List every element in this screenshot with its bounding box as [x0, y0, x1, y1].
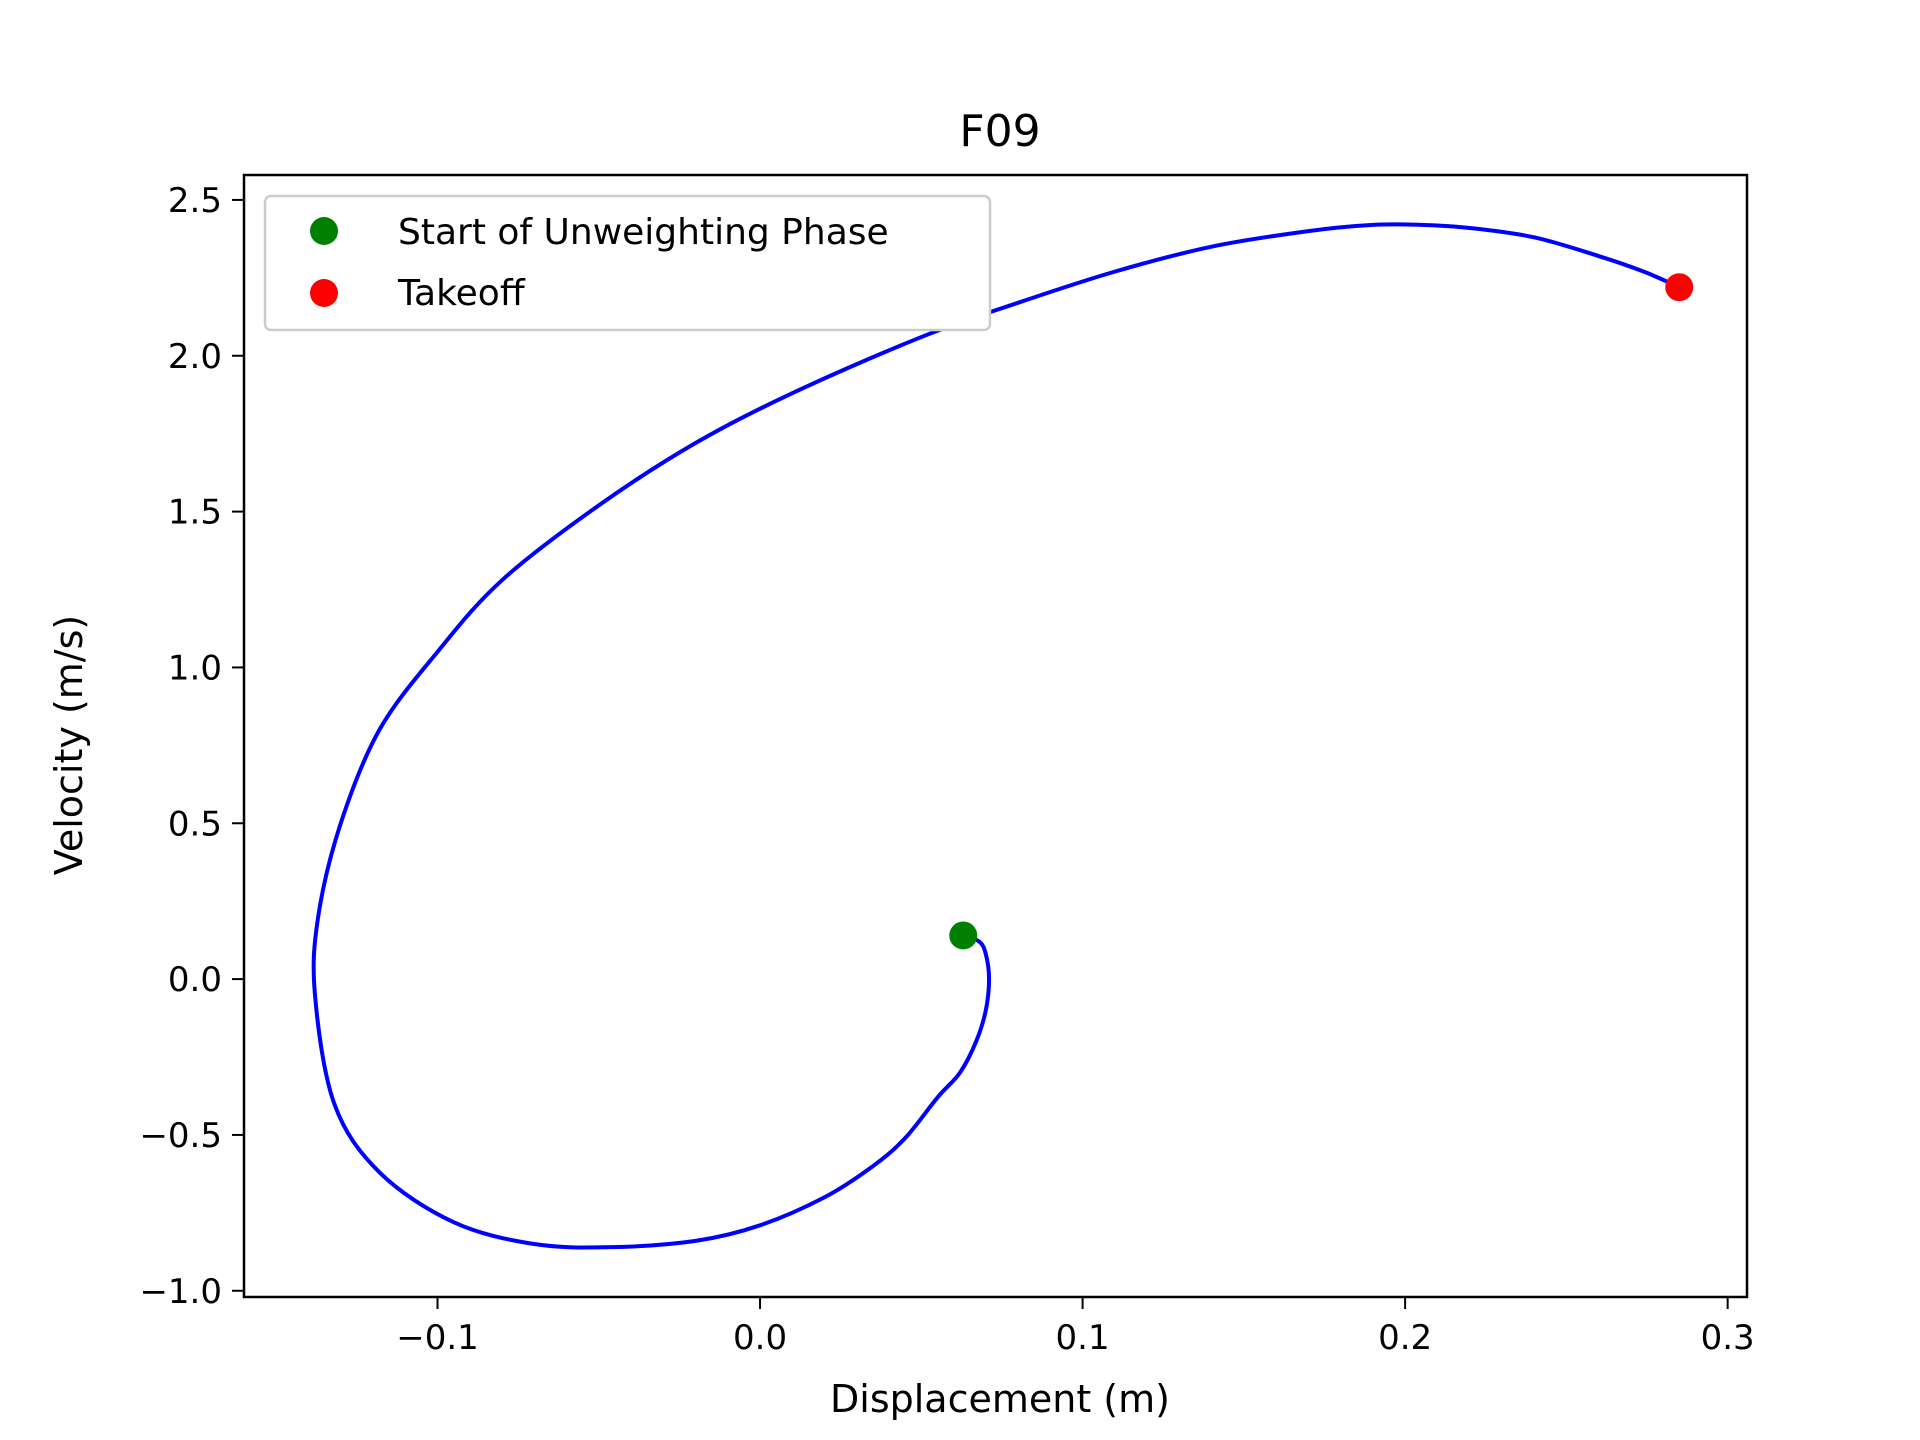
legend-label-takeoff: Takeoff: [397, 273, 526, 314]
y-tick-label: 2.0: [168, 337, 222, 377]
x-axis-label: Displacement (m): [830, 1377, 1170, 1421]
legend-label-start: Start of Unweighting Phase: [398, 212, 889, 253]
y-tick-label: 0.5: [168, 804, 222, 844]
start-unweighting-marker: [949, 921, 978, 950]
plot-area: −0.1 0.0 0.1 0.2 0.3 −1.0 −0.5 0.0 0.5 1.0 1.5 2.0 2…: [139, 173, 1755, 1358]
series-line: [311, 222, 1682, 1250]
y-tick-label: −1.0: [139, 1272, 222, 1312]
chart-title: F09: [959, 106, 1040, 157]
axes-frame: [242, 173, 1749, 1299]
legend-marker-takeoff: [310, 279, 338, 307]
y-tick-label: 2.5: [168, 181, 222, 221]
y-tick-label: −0.5: [139, 1116, 222, 1156]
x-tick-label: 0.3: [1701, 1318, 1755, 1358]
legend-marker-start: [310, 217, 338, 245]
legend-frame: [263, 194, 992, 332]
legend: Start of Unweighting Phase Takeoff: [263, 194, 992, 332]
takeoff-marker: [1665, 273, 1694, 302]
x-tick-label: 0.2: [1378, 1318, 1432, 1358]
y-axis-label: Velocity (m/s): [47, 615, 91, 875]
y-tick-label: 1.5: [168, 493, 222, 533]
x-tick-label: 0.1: [1056, 1318, 1110, 1358]
y-tick-label: 1.0: [168, 648, 222, 688]
x-tick-label: 0.0: [733, 1318, 787, 1358]
y-tick-label: 0.0: [168, 960, 222, 1000]
x-tick-label: −0.1: [396, 1318, 479, 1358]
